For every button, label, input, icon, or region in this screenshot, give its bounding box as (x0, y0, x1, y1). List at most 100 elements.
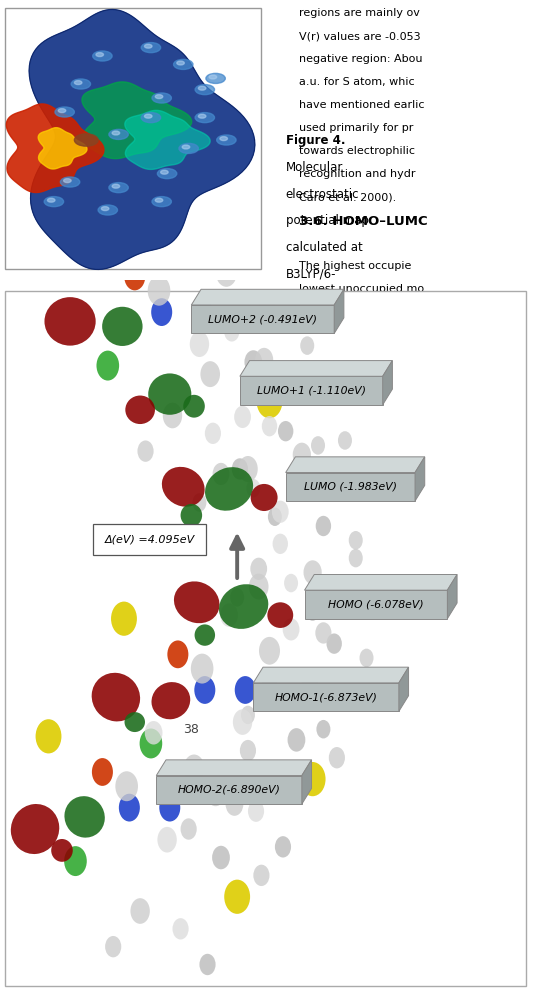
Text: recognition and hydr: recognition and hydr (299, 169, 416, 179)
Text: electrostatic: electrostatic (286, 188, 359, 201)
Ellipse shape (251, 484, 278, 511)
Polygon shape (191, 289, 344, 305)
Circle shape (224, 880, 250, 914)
Circle shape (230, 588, 244, 607)
Circle shape (98, 205, 118, 215)
Circle shape (311, 436, 325, 455)
Circle shape (257, 384, 282, 418)
Circle shape (278, 421, 293, 441)
Circle shape (74, 134, 98, 146)
Ellipse shape (92, 673, 140, 722)
Polygon shape (415, 457, 425, 501)
Circle shape (190, 332, 209, 357)
Circle shape (232, 459, 248, 480)
Text: 38: 38 (183, 723, 199, 736)
Circle shape (261, 675, 278, 697)
Circle shape (220, 604, 238, 627)
Polygon shape (253, 667, 409, 683)
Ellipse shape (148, 373, 191, 415)
Circle shape (300, 762, 326, 796)
Circle shape (338, 431, 352, 450)
Ellipse shape (151, 682, 190, 719)
Circle shape (199, 954, 216, 975)
Circle shape (161, 170, 168, 174)
Text: have mentioned earlic: have mentioned earlic (299, 100, 425, 110)
Circle shape (157, 827, 177, 853)
Circle shape (301, 674, 319, 698)
Circle shape (224, 321, 239, 342)
Circle shape (238, 456, 258, 482)
Text: towards electrophilic: towards electrophilic (299, 146, 415, 156)
Text: 311G(d,p): 311G(d,p) (286, 294, 345, 307)
Polygon shape (305, 575, 457, 590)
Circle shape (141, 112, 161, 123)
Circle shape (101, 207, 109, 211)
Ellipse shape (125, 712, 145, 732)
Circle shape (152, 93, 171, 103)
Circle shape (71, 79, 91, 89)
Polygon shape (6, 104, 104, 193)
Circle shape (55, 107, 74, 117)
Circle shape (316, 720, 330, 739)
Circle shape (195, 84, 215, 94)
FancyBboxPatch shape (5, 8, 261, 269)
Circle shape (64, 179, 71, 183)
Circle shape (179, 143, 198, 154)
FancyBboxPatch shape (305, 590, 447, 619)
Circle shape (36, 719, 61, 754)
Circle shape (130, 899, 150, 923)
FancyBboxPatch shape (240, 376, 383, 405)
FancyBboxPatch shape (156, 776, 302, 804)
Text: V(r) values are -0.053: V(r) values are -0.053 (299, 32, 421, 42)
Text: used primarily for pr: used primarily for pr (299, 123, 413, 133)
Circle shape (141, 43, 161, 53)
Text: HOMO-1(-6.873eV): HOMO-1(-6.873eV) (275, 692, 377, 702)
Circle shape (192, 298, 212, 326)
Polygon shape (302, 760, 312, 804)
Circle shape (268, 507, 282, 526)
Ellipse shape (174, 581, 219, 624)
Circle shape (194, 676, 216, 704)
Circle shape (144, 721, 163, 745)
Circle shape (212, 463, 230, 485)
Circle shape (306, 603, 320, 621)
Circle shape (233, 709, 252, 735)
Circle shape (253, 865, 270, 886)
Circle shape (349, 549, 363, 567)
Polygon shape (156, 760, 312, 776)
Circle shape (272, 244, 288, 266)
Circle shape (235, 676, 256, 704)
Circle shape (250, 558, 267, 580)
Ellipse shape (267, 603, 293, 628)
Circle shape (105, 936, 121, 957)
Circle shape (329, 747, 345, 769)
Circle shape (60, 177, 80, 187)
Circle shape (160, 793, 180, 821)
Circle shape (155, 199, 163, 203)
Circle shape (109, 129, 128, 139)
Polygon shape (399, 667, 409, 711)
FancyBboxPatch shape (5, 291, 526, 986)
Circle shape (44, 197, 64, 207)
Text: LUMO (-1.983eV): LUMO (-1.983eV) (304, 482, 397, 492)
Circle shape (209, 75, 217, 79)
Ellipse shape (102, 307, 142, 346)
Circle shape (174, 60, 193, 70)
Circle shape (155, 94, 163, 98)
Text: negative region: Abou: negative region: Abou (299, 55, 423, 65)
Circle shape (258, 297, 276, 321)
Circle shape (201, 361, 220, 387)
Circle shape (245, 351, 262, 373)
Circle shape (144, 45, 152, 49)
Polygon shape (29, 10, 255, 269)
Polygon shape (240, 360, 392, 376)
Circle shape (74, 80, 82, 84)
Ellipse shape (162, 467, 205, 506)
Circle shape (303, 560, 322, 585)
Circle shape (191, 653, 213, 683)
Circle shape (240, 740, 256, 762)
Text: The highest occupie: The highest occupie (299, 261, 411, 271)
Text: calculated at: calculated at (286, 241, 362, 254)
Circle shape (167, 640, 189, 668)
Circle shape (148, 276, 170, 306)
